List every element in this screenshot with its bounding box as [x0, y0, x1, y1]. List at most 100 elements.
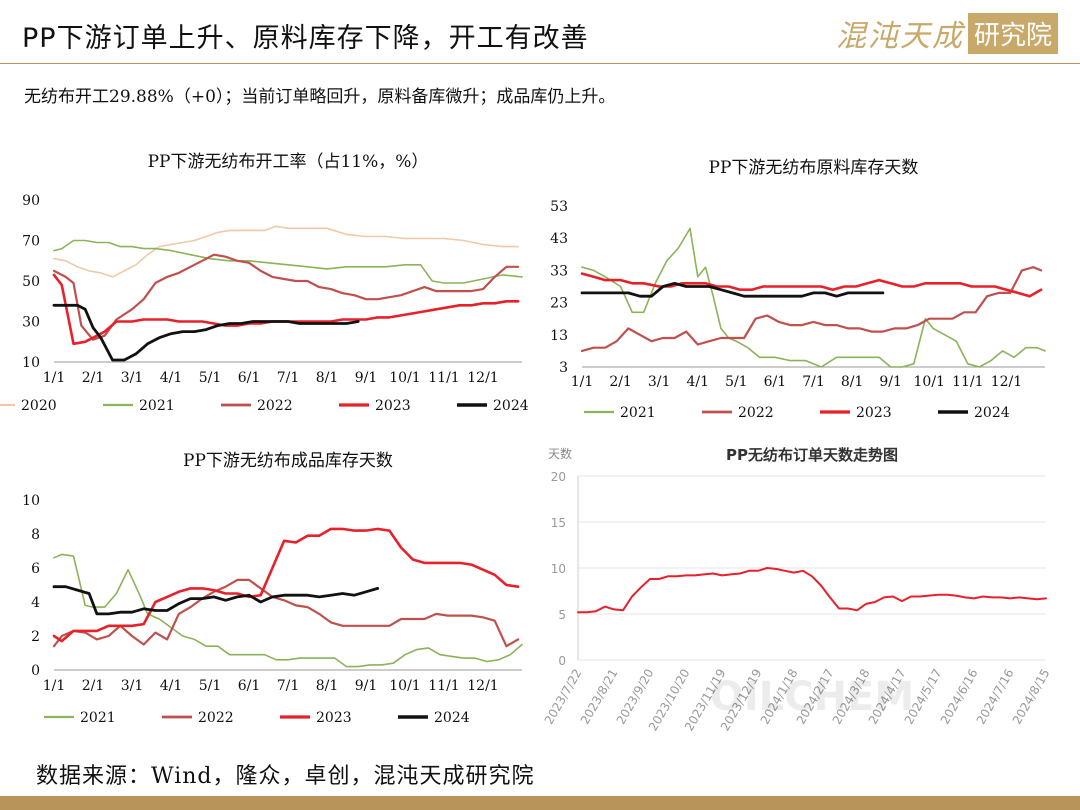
y-tick-label: 90	[22, 193, 40, 209]
legend-label: 2022	[257, 398, 293, 414]
watermark: OILCHEM	[710, 674, 914, 720]
series-line-2021	[581, 227, 1046, 368]
x-tick-label: 5/1	[199, 370, 222, 386]
legend-label: 2022	[738, 405, 774, 421]
legend-item-2021: 2021	[103, 398, 175, 414]
legend-item-2021: 2021	[44, 710, 116, 726]
legend-label: 2022	[198, 710, 234, 726]
series-line-2021	[53, 239, 523, 284]
legend-item-2020: 2020	[0, 398, 57, 414]
x-tick-label: 8/1	[316, 678, 339, 694]
series-line-2022	[52, 253, 520, 341]
logo-box-text: 研究院	[967, 12, 1058, 54]
legend-item-2024: 2024	[457, 398, 529, 414]
y-tick-label: 13	[550, 328, 568, 344]
y-tick-label: 2	[31, 629, 40, 645]
x-tick-label: 1/1	[43, 370, 66, 386]
x-tick-label: 5/1	[725, 374, 748, 390]
y-tick-label: 4	[31, 595, 40, 611]
x-tick-label: 8/1	[841, 374, 864, 390]
legend-label: 2021	[80, 710, 116, 726]
summary-text: 无纺布开工29.88%（+0）；当前订单略回升，原料备库微升；成品库仍上升。	[24, 87, 616, 107]
x-tick-label: 12/1	[467, 370, 498, 386]
y-tick-label: 5	[558, 608, 566, 622]
series-line-2024	[52, 585, 380, 616]
series-line-2023	[52, 527, 520, 643]
x-tick-label: 4/1	[686, 374, 709, 390]
finished-goods-inventory-chart: PP下游无纺布成品库存天数 10 8 6 4 2 01/1 2/1 3/1 4/1 5/1 6/1 7/…	[22, 451, 523, 726]
y-tick-label: 10	[22, 493, 40, 509]
series-line-2024	[52, 303, 360, 362]
x-tick-label: 1/1	[43, 678, 66, 694]
x-tick-label: 9/1	[879, 374, 902, 390]
x-tick-label: 10/1	[389, 678, 420, 694]
y-tick-label: 15	[551, 516, 566, 530]
legend-label: 2024	[493, 398, 529, 414]
x-tick-label: 2/1	[609, 374, 632, 390]
legend-item-2023: 2023	[820, 405, 892, 421]
brand-logo: 混沌天成 研究院	[836, 12, 1058, 54]
chart-title: PP下游无纺布原料库存天数	[709, 158, 919, 178]
y-tick-label: 23	[550, 296, 568, 312]
series-line-2022	[52, 578, 520, 648]
y-axis-label: 天数	[548, 446, 572, 461]
x-tick-label: 7/1	[802, 374, 825, 390]
x-tick-label: 6/1	[238, 370, 261, 386]
x-tick-label: 7/1	[277, 678, 300, 694]
page-title: PP下游订单上升、原料库存下降，开工有改善	[22, 23, 589, 54]
legend-item-2021: 2021	[584, 405, 656, 421]
x-tick-label: 5/1	[199, 678, 222, 694]
header-divider	[0, 63, 1080, 64]
legend-label: 2024	[974, 405, 1010, 421]
x-tick-label: 6/1	[764, 374, 787, 390]
x-tick-label: 4/1	[160, 678, 183, 694]
x-tick-label: 9/1	[355, 370, 378, 386]
legend-label: 2023	[375, 398, 411, 414]
legend-label: 2023	[316, 710, 352, 726]
y-tick-label: 43	[550, 231, 568, 247]
legend-item-2022: 2022	[162, 710, 234, 726]
y-tick-label: 8	[31, 527, 40, 543]
y-tick-label: 10	[551, 562, 566, 576]
legend-label: 2021	[620, 405, 656, 421]
legend-label: 2020	[21, 398, 57, 414]
logo-text: 混沌天成	[835, 19, 964, 54]
x-tick-label: 3/1	[121, 370, 144, 386]
y-tick-label: 10	[22, 355, 40, 371]
x-tick-label: 1/1	[571, 374, 594, 390]
series-line-2020	[53, 225, 519, 278]
x-tick-label: 2/1	[82, 370, 105, 386]
y-tick-label: 70	[22, 234, 40, 250]
chart-title: PP下游无纺布成品库存天数	[183, 451, 393, 471]
x-tick-label: 11/1	[428, 370, 459, 386]
y-tick-label: 3	[559, 360, 568, 376]
y-tick-label: 0	[558, 654, 566, 668]
y-tick-label: 20	[551, 470, 566, 484]
x-tick-label: 6/1	[238, 678, 261, 694]
series-line-2024	[580, 281, 885, 298]
x-tick-label: 12/1	[991, 374, 1022, 390]
x-tick-label: 4/1	[160, 370, 183, 386]
series-line-2023	[52, 273, 520, 346]
series-line-2021	[53, 553, 523, 668]
legend-label: 2023	[856, 405, 892, 421]
order-days-chart: PP无纺布订单天数走势图天数201510502023/7/222023/8/21…	[542, 446, 1053, 733]
series-line-s0	[577, 567, 1047, 614]
footer-bar	[0, 796, 1080, 810]
legend-item-2023: 2023	[280, 710, 352, 726]
legend-item-2024: 2024	[938, 405, 1010, 421]
y-tick-label: 50	[22, 274, 40, 290]
y-tick-label: 6	[31, 561, 40, 577]
x-tick-label: 8/1	[316, 370, 339, 386]
x-tick-label: 2024/8/15	[1010, 667, 1053, 727]
y-tick-label: 53	[550, 199, 568, 215]
data-source: 数据来源：Wind，隆众，卓创，混沌天成研究院	[36, 764, 535, 789]
x-tick-label: 10/1	[389, 370, 420, 386]
x-tick-label: 12/1	[467, 678, 498, 694]
y-tick-label: 0	[31, 663, 40, 679]
legend-item-2022: 2022	[221, 398, 293, 414]
x-tick-label: 2/1	[82, 678, 105, 694]
y-tick-label: 30	[22, 315, 40, 331]
raw-material-inventory-chart: PP下游无纺布原料库存天数 53 43 33 23 13 31/1 2/1 3/1 4/1 5/1 6…	[550, 158, 1046, 421]
x-tick-label: 10/1	[914, 374, 945, 390]
